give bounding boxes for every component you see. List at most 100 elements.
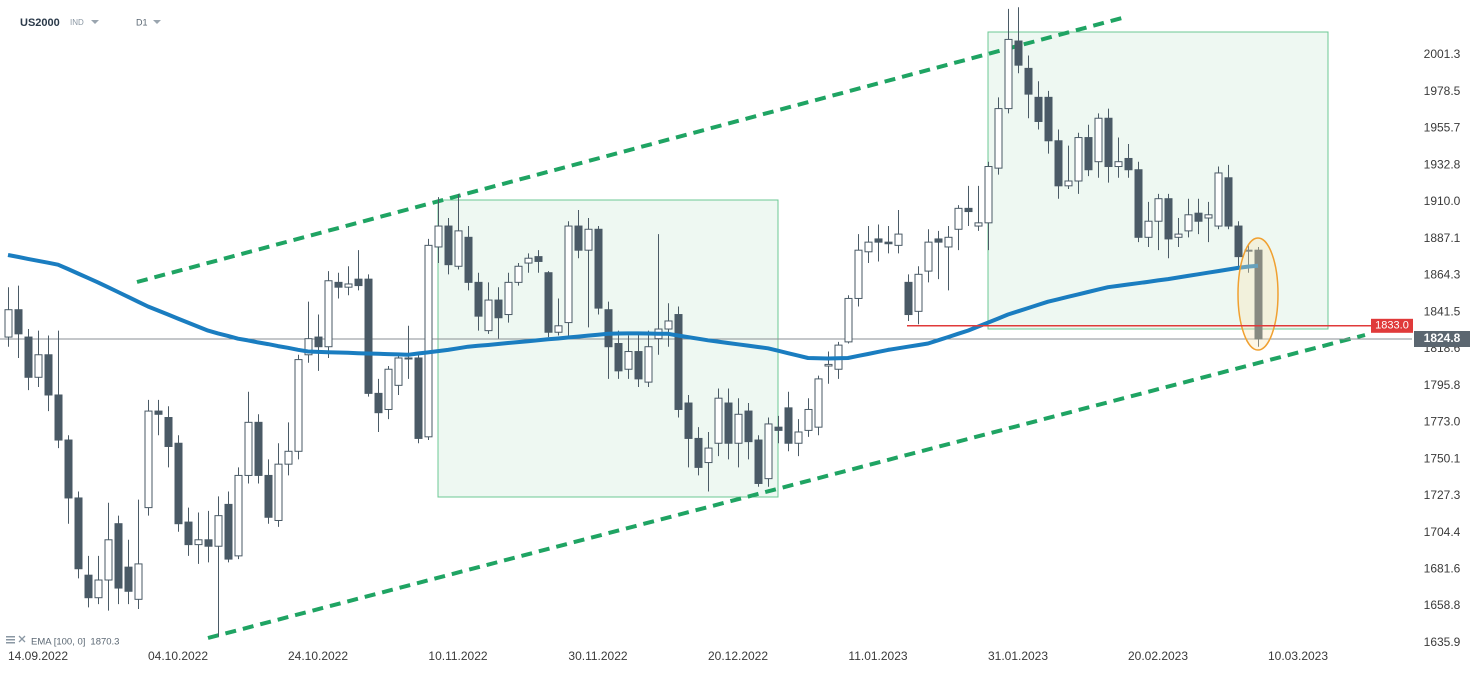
x-tick-label: 10.03.2023 — [1268, 649, 1328, 663]
candle-body — [274, 463, 283, 521]
candle-body — [964, 207, 973, 213]
candle-body — [1014, 40, 1023, 66]
candles — [0, 7, 1412, 637]
candle-body — [744, 410, 753, 443]
candle-body — [784, 407, 793, 444]
candle-body — [634, 351, 643, 380]
candle-body — [1104, 117, 1113, 168]
candle-body — [354, 278, 363, 287]
dropdown-icon[interactable] — [153, 20, 161, 24]
candle-body — [324, 280, 333, 348]
x-tick-label: 20.02.2023 — [1128, 649, 1188, 663]
candle-body — [134, 563, 143, 600]
candle-body — [984, 166, 993, 224]
candle-body — [954, 207, 963, 230]
candle-body — [994, 108, 1003, 169]
candle-body — [1234, 225, 1243, 258]
symbol[interactable]: US2000 — [20, 17, 60, 29]
candle-body — [1074, 137, 1083, 182]
ema-line — [7, 253, 1259, 361]
icon — [6, 642, 15, 644]
y-tick-label: 1887.1 — [1424, 231, 1461, 245]
y-tick-label: 1635.9 — [1424, 635, 1461, 649]
dropdown-icon[interactable] — [91, 20, 99, 24]
candle-body — [1004, 38, 1013, 110]
indicator-name: EMA [100, 0] — [31, 637, 85, 648]
y-tick-label: 1773.0 — [1424, 415, 1461, 429]
market: IND — [70, 18, 84, 27]
y-tick-label: 1978.5 — [1424, 84, 1461, 98]
candle-body — [624, 351, 633, 370]
candle-body — [474, 281, 483, 317]
candle-body — [454, 230, 463, 267]
x-tick-label: 20.12.2022 — [708, 649, 768, 663]
candle-body — [204, 539, 213, 547]
candle-body — [774, 426, 783, 431]
interval[interactable]: D1 — [136, 17, 148, 27]
candle-body — [14, 309, 23, 335]
candle-body — [394, 357, 403, 386]
candle-body — [604, 309, 613, 348]
candle-body — [734, 413, 743, 444]
candle-body — [124, 566, 133, 592]
candle-body — [404, 357, 413, 360]
candle-body — [224, 503, 233, 560]
candle-body — [1024, 67, 1033, 95]
candle-body — [1184, 214, 1193, 232]
candle-body — [334, 281, 343, 288]
candle-body — [754, 439, 763, 484]
y-tick-label: 1841.5 — [1424, 304, 1461, 318]
candle-body — [514, 265, 523, 283]
icon — [6, 639, 15, 641]
y-tick-label: 1910.0 — [1424, 194, 1461, 208]
candle-body — [184, 521, 193, 546]
candle-body — [304, 338, 313, 356]
y-tick-label: 1727.3 — [1424, 488, 1461, 502]
candle-body — [434, 225, 443, 248]
candle-body — [934, 238, 943, 243]
candle-body — [824, 363, 833, 367]
indicator-value: 1870.3 — [90, 637, 119, 648]
candle-body — [914, 273, 923, 312]
candle-body — [944, 236, 953, 248]
y-tick-label: 1658.8 — [1424, 598, 1461, 612]
candle-body — [694, 437, 703, 468]
x-tick-label: 24.10.2022 — [288, 649, 348, 663]
level-label-box — [1371, 318, 1413, 333]
candle-body — [664, 320, 673, 330]
candle-body — [414, 357, 423, 439]
candle-body — [764, 423, 773, 480]
candle-body — [924, 241, 933, 272]
candle-body — [1094, 117, 1103, 163]
candle-body — [1134, 169, 1143, 238]
candle-body — [974, 222, 983, 227]
candle-body — [724, 402, 733, 444]
candle-body — [544, 272, 553, 333]
indicator-icons[interactable] — [6, 635, 26, 644]
candle-body — [674, 314, 683, 410]
candle-body — [794, 431, 803, 444]
y-tick-label: 1864.3 — [1424, 268, 1461, 282]
y-tick-label: 1955.7 — [1424, 121, 1461, 135]
candle-body — [314, 336, 323, 348]
candle-body — [484, 299, 493, 332]
x-tick-label: 14.09.2022 — [8, 649, 68, 663]
candle-body — [504, 281, 513, 316]
candle-body — [1124, 157, 1133, 171]
candle-body — [444, 225, 453, 266]
candle-body — [424, 244, 433, 438]
candle-body — [174, 442, 183, 525]
highlight-ellipse — [1237, 237, 1279, 351]
candle-body — [894, 233, 903, 246]
candle-body — [54, 394, 63, 441]
candle-body — [494, 299, 503, 319]
candle-body — [64, 439, 73, 499]
candle-body — [374, 392, 383, 414]
candle-body — [1044, 96, 1053, 142]
candle-body — [4, 309, 13, 338]
candle-body — [1164, 198, 1173, 240]
candle-body — [524, 257, 533, 264]
candle-body — [1114, 161, 1123, 168]
candle-body — [74, 497, 83, 570]
